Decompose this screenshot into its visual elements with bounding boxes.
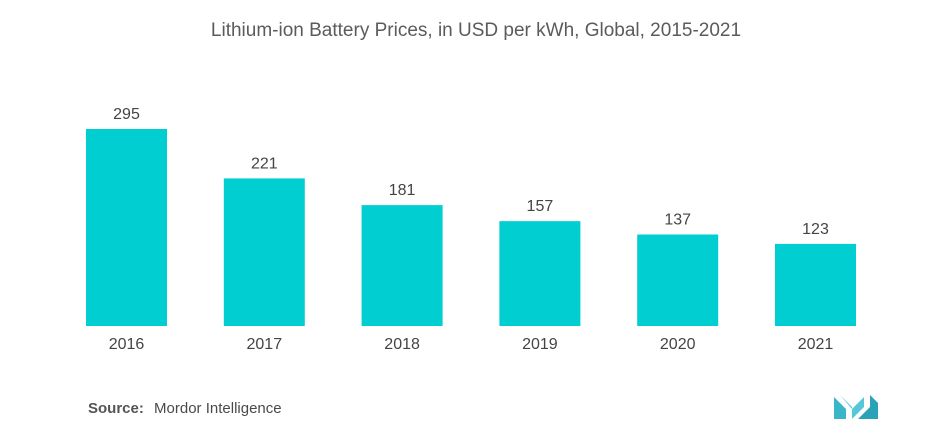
x-axis-ticks: 2016 2017 2018 2019 2020 2021: [109, 336, 834, 353]
x-tick-2018: 2018: [384, 336, 420, 353]
value-label-2018: 181: [389, 182, 416, 199]
x-tick-2017: 2017: [247, 336, 283, 353]
bar-2021: [775, 243, 856, 326]
x-tick-2021: 2021: [798, 336, 834, 353]
value-label-2020: 137: [664, 212, 691, 229]
bar-2016: [86, 129, 167, 326]
x-tick-2016: 2016: [109, 336, 145, 353]
mordor-intelligence-logo-icon: [834, 395, 878, 419]
bar-2020: [637, 234, 719, 326]
bar-2018: [361, 205, 443, 326]
source-text: Mordor Intelligence: [154, 400, 282, 417]
value-label-2021: 123: [802, 221, 829, 238]
value-label-2017: 221: [251, 155, 278, 172]
value-labels-group: 295 221 181 157 137 123: [113, 106, 829, 238]
value-label-2019: 157: [527, 198, 554, 215]
bar-2019: [499, 221, 581, 326]
source-label: Source:: [88, 400, 144, 417]
chart-title: Lithium-ion Battery Prices, in USD per k…: [210, 20, 742, 41]
source-note: Source: Mordor Intelligence: [88, 400, 282, 417]
value-label-2016: 295: [113, 106, 140, 123]
bars-group: [86, 129, 856, 326]
bar-2017: [223, 178, 305, 326]
x-tick-2020: 2020: [660, 336, 696, 353]
x-tick-2019: 2019: [522, 336, 558, 353]
